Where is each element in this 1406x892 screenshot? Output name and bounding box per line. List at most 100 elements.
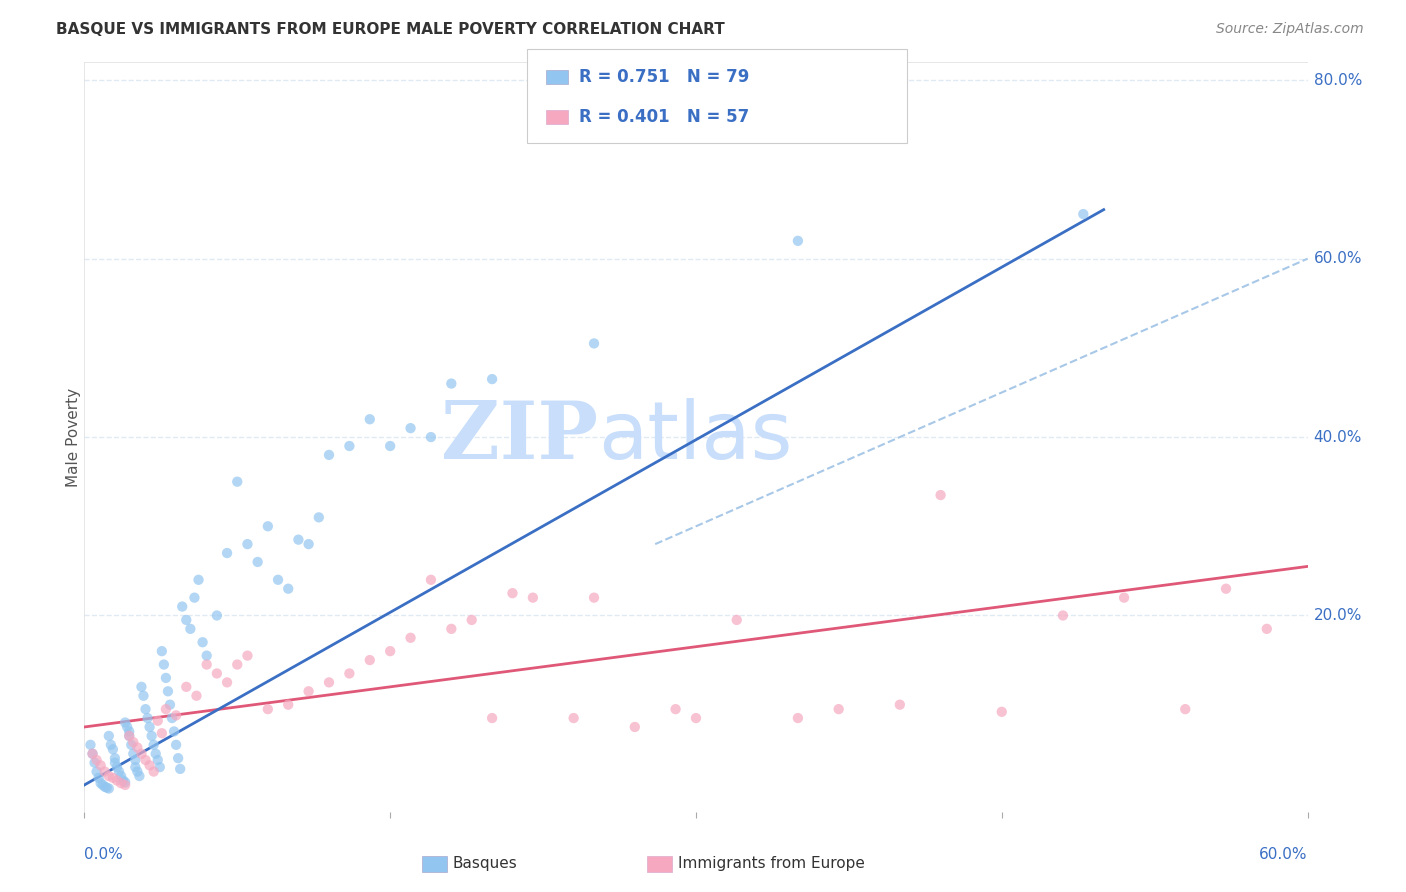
Point (339, 666, 360, 681)
Point (132, 689, 155, 703)
Point (236, 648, 259, 663)
Point (195, 648, 218, 663)
Point (101, 771, 124, 785)
Point (100, 738, 122, 752)
Point (82, 747, 104, 761)
Point (236, 537, 259, 551)
Point (399, 631, 422, 645)
Point (122, 747, 145, 761)
Point (1114, 591, 1136, 605)
Point (163, 724, 186, 739)
Point (93, 764, 115, 779)
Point (169, 762, 191, 776)
Point (929, 488, 952, 502)
Point (308, 510, 330, 524)
Point (339, 439, 360, 453)
Point (141, 729, 163, 743)
Point (97, 769, 120, 783)
Point (118, 729, 141, 743)
Point (298, 537, 321, 551)
Point (889, 698, 911, 712)
Point (1174, 702, 1197, 716)
Point (155, 671, 177, 685)
Point (86, 753, 108, 767)
Text: R = 0.401   N = 57: R = 0.401 N = 57 (579, 108, 749, 126)
Point (91, 778, 114, 792)
Point (582, 591, 605, 605)
Text: Immigrants from Europe: Immigrants from Europe (678, 856, 865, 871)
Text: 60.0%: 60.0% (1260, 847, 1308, 863)
Point (399, 421, 422, 435)
Point (1052, 608, 1074, 623)
Point (114, 715, 136, 730)
Point (131, 680, 153, 694)
Point (501, 586, 523, 600)
Point (582, 336, 605, 351)
Point (420, 573, 443, 587)
Point (122, 735, 145, 749)
Point (624, 720, 647, 734)
Point (380, 439, 402, 453)
Point (226, 657, 249, 672)
Point (114, 775, 136, 789)
Point (87, 771, 110, 785)
Point (149, 760, 172, 774)
Point (195, 657, 218, 672)
Point (127, 740, 149, 755)
Point (318, 675, 340, 690)
Point (120, 738, 142, 752)
Point (108, 764, 131, 779)
Point (150, 644, 173, 658)
Point (86, 764, 108, 779)
Point (83, 756, 105, 770)
Point (156, 684, 179, 698)
Point (142, 738, 165, 752)
Point (187, 573, 209, 587)
Point (115, 720, 138, 734)
Point (136, 711, 159, 725)
Text: 40.0%: 40.0% (1313, 430, 1362, 444)
Point (787, 711, 810, 725)
Point (277, 698, 299, 712)
Point (167, 751, 190, 765)
Point (105, 773, 128, 788)
Point (440, 376, 463, 391)
Point (226, 475, 249, 489)
Point (153, 657, 176, 672)
Text: 80.0%: 80.0% (1313, 73, 1362, 87)
Point (481, 372, 503, 386)
Point (725, 613, 748, 627)
Point (124, 753, 146, 767)
Point (159, 698, 181, 712)
Point (205, 608, 228, 623)
Point (359, 412, 381, 426)
Point (186, 689, 208, 703)
Text: Basques: Basques (453, 856, 517, 871)
Point (267, 573, 290, 587)
Point (160, 711, 183, 725)
Point (179, 622, 201, 636)
Point (481, 711, 503, 725)
Point (155, 702, 177, 716)
Text: 60.0%: 60.0% (1313, 252, 1362, 266)
Point (205, 666, 228, 681)
Point (101, 742, 124, 756)
Y-axis label: Male Poverty: Male Poverty (66, 387, 80, 487)
Point (90, 758, 112, 772)
Text: 20.0%: 20.0% (1313, 608, 1362, 623)
Point (246, 555, 269, 569)
Point (257, 702, 280, 716)
Point (150, 726, 173, 740)
Point (135, 753, 157, 767)
Point (138, 720, 160, 734)
Point (165, 708, 187, 723)
Point (183, 591, 205, 605)
Text: BASQUE VS IMMIGRANTS FROM EUROPE MALE POVERTY CORRELATION CHART: BASQUE VS IMMIGRANTS FROM EUROPE MALE PO… (56, 22, 725, 37)
Point (118, 729, 141, 743)
Point (112, 773, 135, 788)
Point (380, 644, 402, 658)
Point (318, 448, 340, 462)
Point (90, 776, 112, 790)
Text: ZIP: ZIP (441, 398, 598, 476)
Point (172, 599, 194, 614)
